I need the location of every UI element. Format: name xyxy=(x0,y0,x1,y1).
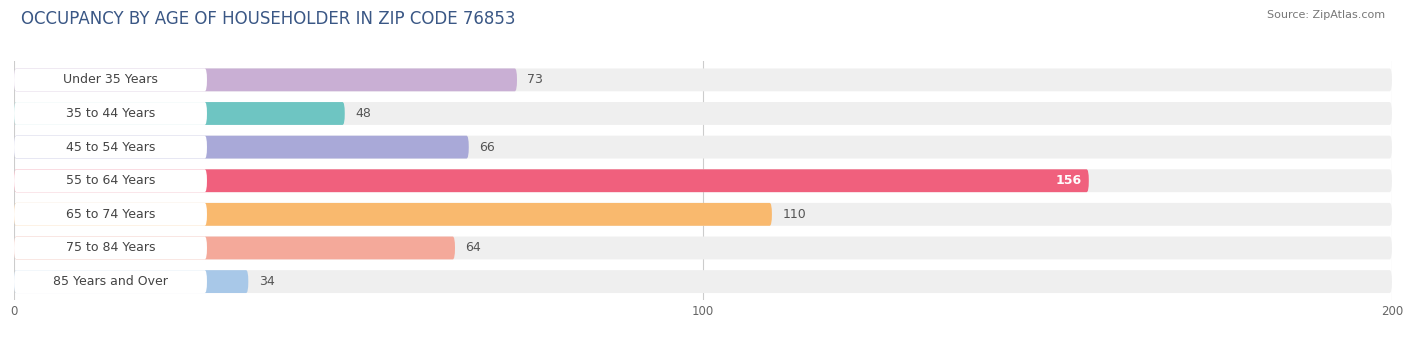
FancyBboxPatch shape xyxy=(14,102,344,125)
Text: Under 35 Years: Under 35 Years xyxy=(63,73,157,86)
Text: 55 to 64 Years: 55 to 64 Years xyxy=(66,174,155,187)
Text: 45 to 54 Years: 45 to 54 Years xyxy=(66,140,155,153)
Text: 64: 64 xyxy=(465,241,481,254)
FancyBboxPatch shape xyxy=(14,203,1392,226)
Text: 65 to 74 Years: 65 to 74 Years xyxy=(66,208,155,221)
Text: 48: 48 xyxy=(356,107,371,120)
Text: Source: ZipAtlas.com: Source: ZipAtlas.com xyxy=(1267,10,1385,20)
FancyBboxPatch shape xyxy=(14,102,1392,125)
Text: 34: 34 xyxy=(259,275,274,288)
FancyBboxPatch shape xyxy=(14,270,1392,293)
FancyBboxPatch shape xyxy=(14,237,1392,260)
FancyBboxPatch shape xyxy=(14,270,249,293)
FancyBboxPatch shape xyxy=(14,169,207,192)
FancyBboxPatch shape xyxy=(14,237,456,260)
Text: 85 Years and Over: 85 Years and Over xyxy=(53,275,167,288)
Text: 66: 66 xyxy=(479,140,495,153)
FancyBboxPatch shape xyxy=(14,203,207,226)
FancyBboxPatch shape xyxy=(14,136,468,159)
Text: 73: 73 xyxy=(527,73,543,86)
FancyBboxPatch shape xyxy=(14,169,1088,192)
FancyBboxPatch shape xyxy=(14,237,207,260)
Text: OCCUPANCY BY AGE OF HOUSEHOLDER IN ZIP CODE 76853: OCCUPANCY BY AGE OF HOUSEHOLDER IN ZIP C… xyxy=(21,10,516,28)
FancyBboxPatch shape xyxy=(14,203,772,226)
Text: 35 to 44 Years: 35 to 44 Years xyxy=(66,107,155,120)
FancyBboxPatch shape xyxy=(14,169,1392,192)
FancyBboxPatch shape xyxy=(14,69,517,91)
FancyBboxPatch shape xyxy=(14,69,207,91)
Text: 156: 156 xyxy=(1056,174,1083,187)
FancyBboxPatch shape xyxy=(14,136,207,159)
FancyBboxPatch shape xyxy=(14,270,207,293)
FancyBboxPatch shape xyxy=(14,69,1392,91)
Text: 75 to 84 Years: 75 to 84 Years xyxy=(66,241,155,254)
Text: 110: 110 xyxy=(782,208,806,221)
FancyBboxPatch shape xyxy=(14,102,207,125)
FancyBboxPatch shape xyxy=(14,136,1392,159)
